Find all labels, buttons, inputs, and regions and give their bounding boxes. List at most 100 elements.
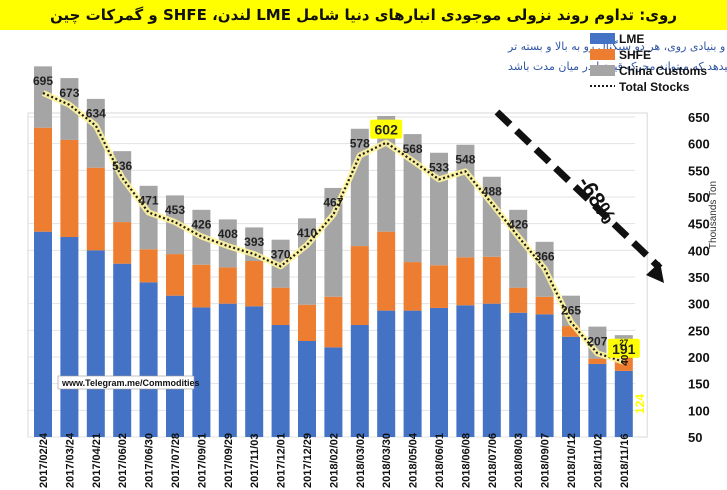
bar-shfe bbox=[535, 296, 554, 315]
bar-shfe bbox=[509, 287, 528, 313]
x-tick-label: 2018/11/02 bbox=[592, 434, 604, 488]
legend-item-total: Total Stocks bbox=[590, 80, 690, 94]
x-tick-label: 2017/03/24 bbox=[64, 432, 76, 488]
total-value-label: 393 bbox=[244, 235, 264, 249]
last-bar-china-label: 27 bbox=[619, 338, 628, 347]
total-value-label: 533 bbox=[429, 160, 449, 174]
bar-stack bbox=[34, 66, 52, 437]
legend-label: Total Stocks bbox=[619, 80, 690, 94]
total-value-label: 695 bbox=[33, 74, 53, 88]
legend: LME SHFE China Customs Total Stocks bbox=[590, 32, 707, 94]
x-tick-label: 2018/08/03 bbox=[513, 433, 525, 488]
bar-lme bbox=[403, 310, 422, 437]
x-tick-label: 2017/12/29 bbox=[302, 433, 314, 488]
bar-shfe bbox=[139, 249, 158, 283]
x-tick-label: 2018/11/16 bbox=[619, 434, 631, 488]
y-tick-label: 650 bbox=[688, 110, 710, 125]
bar-stack bbox=[350, 128, 369, 437]
total-value-label: 488 bbox=[482, 184, 502, 198]
bar-stack bbox=[377, 115, 396, 437]
x-tick-label: 2017/12/01 bbox=[276, 433, 288, 488]
total-value-label: 426 bbox=[191, 217, 211, 231]
bar-shfe bbox=[113, 222, 132, 264]
bar-stack bbox=[430, 152, 448, 437]
x-tick-label: 2017/09/29 bbox=[223, 433, 235, 488]
bar-stack bbox=[298, 218, 316, 437]
legend-swatch bbox=[590, 49, 615, 60]
bar-shfe bbox=[271, 287, 290, 326]
y-tick-label: 550 bbox=[688, 163, 710, 178]
total-value-label: 408 bbox=[218, 227, 238, 241]
bar-lme bbox=[430, 307, 448, 437]
bar-shfe bbox=[350, 246, 369, 326]
y-tick-label: 50 bbox=[688, 430, 702, 445]
bar-shfe bbox=[403, 262, 422, 311]
x-tick-label: 2018/07/06 bbox=[487, 433, 499, 488]
bar-stack bbox=[113, 151, 132, 437]
total-value-label: 578 bbox=[350, 136, 370, 150]
legend-item-china: China Customs bbox=[590, 64, 707, 78]
legend-swatch bbox=[590, 33, 615, 44]
x-tick-label: 2017/07/28 bbox=[170, 433, 182, 488]
bar-stack bbox=[403, 134, 422, 437]
bar-lme bbox=[562, 336, 580, 437]
bar-stack bbox=[324, 187, 343, 437]
y-tick-label: 200 bbox=[688, 350, 710, 365]
legend-item-shfe: SHFE bbox=[590, 48, 651, 62]
bar-stack bbox=[218, 219, 237, 437]
total-value-label: 410 bbox=[297, 226, 317, 240]
bar-shfe bbox=[60, 139, 79, 238]
bar-lme bbox=[113, 263, 132, 437]
y-tick-label: 350 bbox=[688, 270, 710, 285]
bar-lme bbox=[86, 250, 105, 437]
bar-lme bbox=[218, 303, 237, 437]
bar-lme bbox=[482, 303, 501, 437]
bar-lme bbox=[139, 282, 158, 437]
bar-shfe bbox=[482, 256, 501, 304]
y-tick-label: 450 bbox=[688, 217, 710, 232]
total-label-highlight bbox=[370, 119, 403, 139]
bar-stack bbox=[86, 98, 105, 437]
total-value-label: 568 bbox=[403, 142, 423, 156]
y-tick-label: 150 bbox=[688, 377, 710, 392]
bar-lme bbox=[166, 295, 184, 437]
total-value-label: 453 bbox=[165, 203, 185, 217]
total-value-label: 548 bbox=[455, 152, 475, 166]
bar-stack bbox=[245, 227, 264, 437]
bar-shfe bbox=[324, 296, 343, 348]
bar-shfe bbox=[192, 264, 211, 308]
x-tick-label: 2017/04/21 bbox=[91, 433, 103, 488]
bar-stack bbox=[192, 209, 211, 437]
bar-stack bbox=[271, 239, 290, 437]
bar-lme bbox=[377, 310, 396, 437]
bar-china bbox=[350, 128, 369, 247]
watermark-box bbox=[57, 375, 195, 390]
x-tick-label: 2018/05/04 bbox=[408, 432, 420, 488]
x-tick-label: 2017/11/03 bbox=[249, 434, 261, 488]
bar-shfe bbox=[588, 358, 607, 364]
last-bar-lme-label: 124 bbox=[633, 394, 647, 414]
x-tick-label: 2018/02/02 bbox=[328, 433, 340, 488]
x-tick-label: 2017/09/01 bbox=[196, 433, 208, 488]
bar-lme bbox=[614, 370, 633, 437]
watermark-url: www.Telegram.me/Commodities bbox=[61, 378, 200, 388]
bar-lme bbox=[588, 363, 607, 437]
subtitle-line: شدن بازار را میدهد که میتواند محرک قیمته… bbox=[508, 60, 727, 73]
bar-shfe bbox=[456, 257, 475, 306]
total-value-label: 191 bbox=[612, 341, 636, 357]
bar-shfe bbox=[377, 231, 396, 311]
bar-lme bbox=[34, 231, 52, 437]
y-tick-label: 100 bbox=[688, 403, 710, 418]
legend-label: China Customs bbox=[619, 64, 707, 78]
bar-lme bbox=[350, 325, 369, 437]
bar-shfe bbox=[166, 254, 184, 296]
legend-item-lme: LME bbox=[590, 32, 644, 46]
bar-lme bbox=[324, 347, 343, 437]
total-value-label: 467 bbox=[323, 196, 343, 210]
legend-swatch bbox=[590, 65, 615, 76]
bar-shfe bbox=[86, 167, 105, 251]
trend-arrow bbox=[494, 109, 663, 271]
total-value-label: 471 bbox=[139, 193, 159, 207]
